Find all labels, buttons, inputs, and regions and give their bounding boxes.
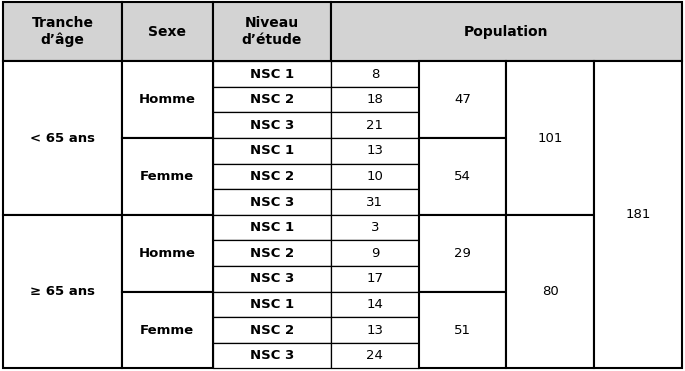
Bar [331,87,419,112]
Text: NSC 2: NSC 2 [250,247,294,260]
Text: NSC 2: NSC 2 [250,170,294,183]
Text: 47: 47 [454,93,471,106]
Bar [213,189,331,215]
Text: Tranche
d’âge: Tranche d’âge [32,16,93,47]
Bar [3,215,121,368]
Bar [331,164,419,189]
Bar [594,61,682,368]
Text: Homme: Homme [139,247,196,260]
Text: 17: 17 [366,272,384,285]
Text: Population: Population [464,24,549,39]
Text: NSC 2: NSC 2 [250,93,294,106]
Bar [121,138,213,215]
Bar [121,2,213,61]
Bar [419,61,506,138]
Text: < 65 ans: < 65 ans [30,131,95,145]
Text: 24: 24 [366,349,384,362]
Bar [3,2,121,61]
Bar [506,215,594,368]
Text: 31: 31 [366,196,384,209]
Bar [3,61,121,215]
Text: NSC 1: NSC 1 [250,68,294,81]
Text: 101: 101 [538,131,563,145]
Text: 54: 54 [454,170,471,183]
Text: NSC 1: NSC 1 [250,221,294,234]
Bar [331,189,419,215]
Bar [331,292,419,317]
Text: 8: 8 [371,68,379,81]
Bar [419,215,506,292]
Bar [331,240,419,266]
Text: Femme: Femme [140,170,195,183]
Bar [213,61,331,87]
Bar [213,292,331,317]
Bar [213,87,331,112]
Text: 10: 10 [366,170,384,183]
Bar [213,240,331,266]
Bar [419,138,506,215]
Bar [331,61,419,87]
Bar [331,266,419,292]
Bar [331,112,419,138]
Bar [213,112,331,138]
Text: NSC 3: NSC 3 [250,349,294,362]
Bar [213,2,331,61]
Text: 29: 29 [454,247,471,260]
Text: 21: 21 [366,119,384,132]
Text: Niveau
d’étude: Niveau d’étude [242,16,302,47]
Text: NSC 2: NSC 2 [250,324,294,336]
Text: 3: 3 [371,221,379,234]
Text: 9: 9 [371,247,379,260]
Bar [331,2,682,61]
Text: ≥ 65 ans: ≥ 65 ans [30,285,95,298]
Bar [121,61,213,138]
Bar [213,164,331,189]
Bar [331,343,419,368]
Bar [213,138,331,164]
Text: 80: 80 [542,285,558,298]
Text: 13: 13 [366,324,384,336]
Bar [331,138,419,164]
Text: 51: 51 [454,324,471,336]
Text: Sexe: Sexe [148,24,186,39]
Text: 18: 18 [366,93,384,106]
Bar [121,215,213,292]
Text: 14: 14 [366,298,384,311]
Bar [506,61,594,215]
Text: NSC 1: NSC 1 [250,298,294,311]
Text: 13: 13 [366,144,384,157]
Bar [331,317,419,343]
Text: 181: 181 [625,208,651,221]
Text: NSC 3: NSC 3 [250,119,294,132]
Text: NSC 1: NSC 1 [250,144,294,157]
Text: NSC 3: NSC 3 [250,196,294,209]
Bar [331,215,419,240]
Bar [213,266,331,292]
Bar [213,343,331,368]
Text: Homme: Homme [139,93,196,106]
Bar [213,317,331,343]
Bar [121,292,213,368]
Text: Femme: Femme [140,324,195,336]
Text: NSC 3: NSC 3 [250,272,294,285]
Bar [213,215,331,240]
Bar [419,292,506,368]
